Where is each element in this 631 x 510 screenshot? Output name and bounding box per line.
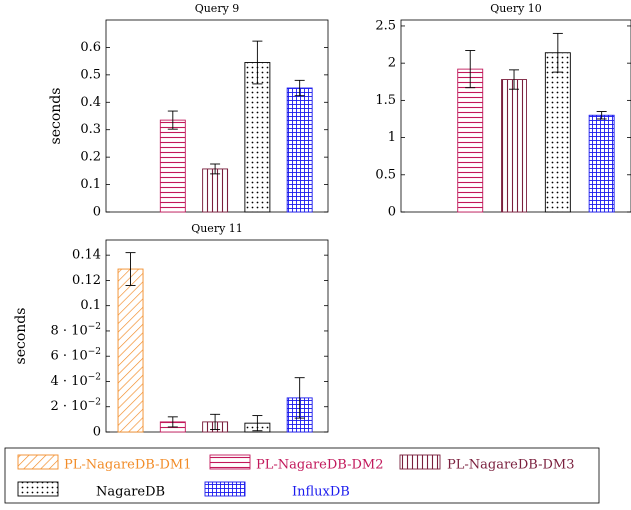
bar-influxdb <box>588 114 615 213</box>
y-tick-label: 1 <box>388 130 396 145</box>
y-axis-label: seconds <box>13 308 29 365</box>
y-tick-label: 0.12 <box>72 273 101 288</box>
legend: PL-NagareDB-DM1 PL-NagareDB-DM2 PL-NagareD… <box>4 447 600 504</box>
chart-panel-1: Query 9 0 0.1 0.2 0.3 0.4 0.5 0.6 seconds <box>48 2 329 220</box>
y-tick-label: 2 <box>388 56 396 71</box>
y-tick-label: 0.3 <box>80 122 101 137</box>
legend-swatch <box>204 481 246 497</box>
legend-label: InfluxDB <box>292 485 350 500</box>
legend-frame <box>4 447 600 504</box>
y-tick-label: 4 · 10−2 <box>51 372 102 389</box>
y-tick-label: 8 · 10−2 <box>51 321 102 338</box>
y-tick-label: 0.1 <box>80 298 101 313</box>
y-axis-label: seconds <box>48 88 64 145</box>
y-tick-label: 0.14 <box>72 248 101 263</box>
legend-label: PL-NagareDB-DM3 <box>447 458 575 473</box>
panel-title: Query 10 <box>490 2 542 15</box>
legend-swatch <box>17 481 59 497</box>
bar-pl-nagaredb-dm2 <box>457 68 484 213</box>
y-tick-label: 0 <box>93 425 101 440</box>
bar-pl-nagaredb-dm3 <box>501 79 527 213</box>
y-tick-label: 2.5 <box>375 18 396 33</box>
y-tick-label: 0.1 <box>80 177 101 192</box>
panel-title: Query 11 <box>191 222 243 235</box>
bar-pl-nagaredb-dm2 <box>159 119 186 213</box>
y-tick-label: 6 · 10−2 <box>51 347 102 364</box>
chart-panel-2: Query 10 0 0.5 1 1.5 2 2.5 <box>375 2 631 220</box>
y-tick-label: 0 <box>93 205 101 220</box>
chart-panel-3: Query 11 0 2 · 10−2 4 · 10−2 6 · 10−2 8 · 10−… <box>13 222 329 440</box>
panel-title: Query 9 <box>195 2 240 15</box>
bar-pl-nagaredb-dm1 <box>117 268 144 433</box>
y-tick-label: 1.5 <box>375 93 396 108</box>
legend-label: NagareDB <box>96 485 165 500</box>
y-tick-label: 2 · 10−2 <box>51 397 102 414</box>
y-tick-label: 0.4 <box>80 95 101 110</box>
y-tick-label: 0.5 <box>375 167 396 182</box>
bar-influxdb <box>286 87 313 213</box>
legend-swatch <box>209 454 251 470</box>
y-tick-label: 0.2 <box>80 150 101 165</box>
y-tick-label: 0.5 <box>80 67 101 82</box>
legend-label: PL-NagareDB-DM1 <box>64 458 192 473</box>
bar-nagaredb <box>244 62 271 213</box>
y-tick-label: 0 <box>388 205 396 220</box>
bar-pl-nagaredb-dm3 <box>202 168 229 213</box>
legend-swatch <box>399 454 441 470</box>
legend-label: PL-NagareDB-DM2 <box>256 458 384 473</box>
y-tick-label: 0.6 <box>80 40 101 55</box>
bar-nagaredb <box>544 52 571 213</box>
legend-swatch <box>17 454 59 470</box>
